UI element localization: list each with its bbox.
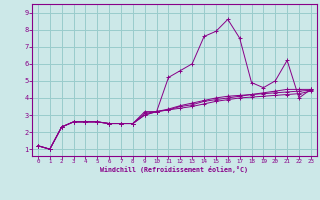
X-axis label: Windchill (Refroidissement éolien,°C): Windchill (Refroidissement éolien,°C) xyxy=(100,166,248,173)
